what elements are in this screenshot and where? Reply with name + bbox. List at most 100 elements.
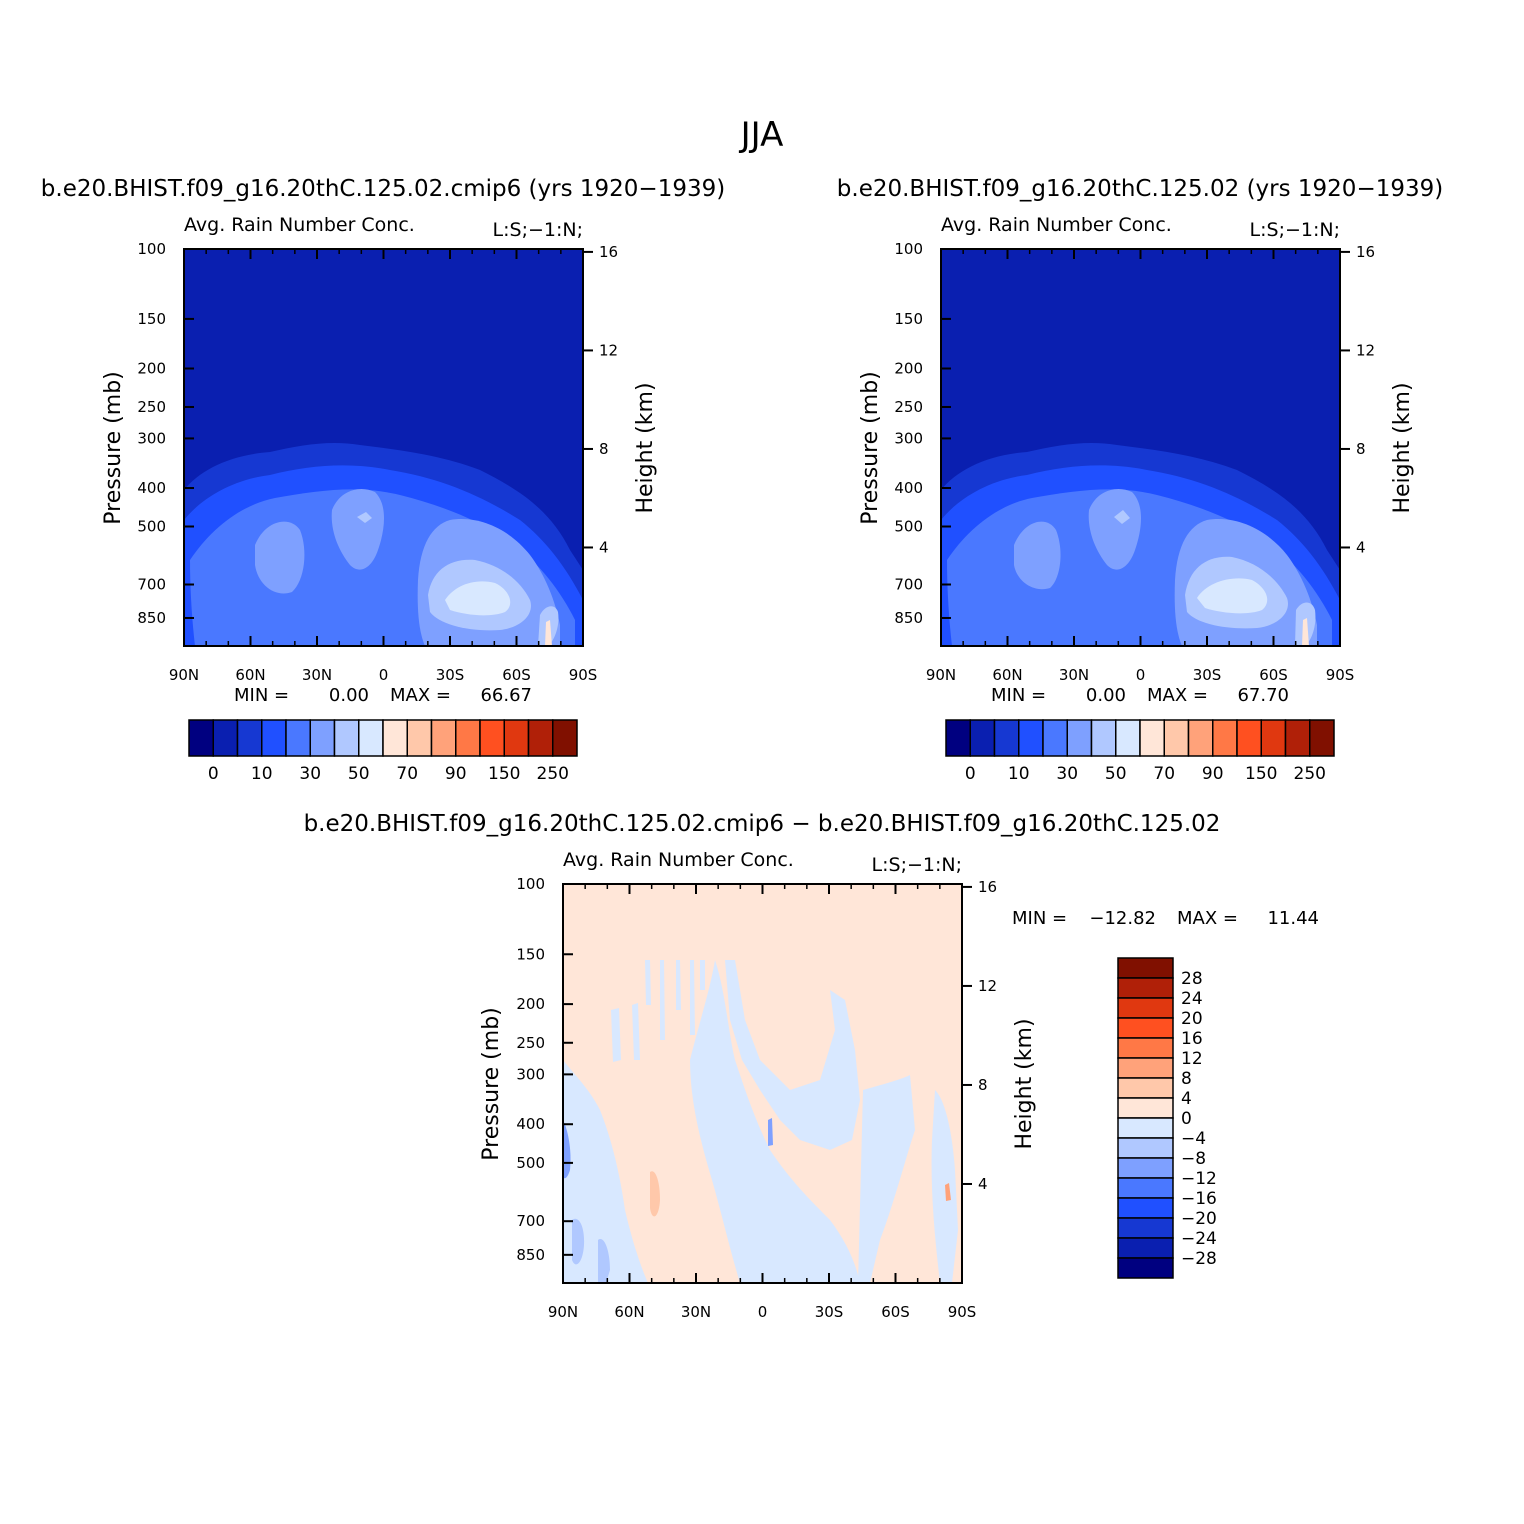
y-tick-label: 850 bbox=[516, 1246, 545, 1264]
colorbar-swatch bbox=[1066, 719, 1093, 757]
panel-right: b.e20.BHIST.f09_g16.20thC.125.02 (yrs 19… bbox=[837, 176, 1443, 784]
x-tick-label: 90S bbox=[1326, 666, 1355, 684]
y-axis-diff: 100 150 200 250 300 400 500 700 850 bbox=[516, 875, 573, 1264]
height-tick-label: 8 bbox=[599, 440, 609, 458]
x-axis-right: 90N 60N 30N 0 30S 60S 90S bbox=[926, 249, 1354, 684]
height-axis-left: 16 12 8 4 bbox=[583, 243, 618, 556]
contour-fill-level-6a bbox=[1114, 510, 1130, 524]
x-tick-label: 60S bbox=[502, 666, 531, 684]
contour-fill-level-6a bbox=[357, 512, 372, 523]
height-tick-label: 4 bbox=[599, 538, 609, 556]
y-tick-label: 300 bbox=[516, 1065, 545, 1083]
colorbar-label: 4 bbox=[1181, 1089, 1192, 1109]
y-tick-label: 850 bbox=[137, 609, 166, 627]
height-tick-label: 16 bbox=[978, 878, 997, 896]
x-tick-label: 60S bbox=[1259, 666, 1288, 684]
contour-fill-level-8 bbox=[1302, 618, 1309, 646]
colorbar-swatch bbox=[236, 719, 263, 757]
left-string-left: Avg. Rain Number Conc. bbox=[184, 214, 415, 236]
x-tick-label: 60N bbox=[235, 666, 265, 684]
y-tick-label: 250 bbox=[894, 398, 923, 416]
y-tick-label: 300 bbox=[137, 429, 166, 447]
colorbar-label: 70 bbox=[1153, 764, 1175, 784]
y-tick-label: 500 bbox=[894, 517, 923, 535]
height-axis-diff: 16 12 8 4 bbox=[962, 878, 997, 1193]
colorbar-swatch bbox=[1117, 1257, 1174, 1279]
contour-fill-neg-4-a bbox=[572, 1218, 610, 1283]
y-tick-label: 100 bbox=[516, 875, 545, 893]
colorbar-swatch bbox=[945, 719, 971, 757]
colorbar-label: 20 bbox=[1181, 1009, 1203, 1029]
height-tick-label: 16 bbox=[1356, 243, 1375, 261]
max-value-left: 66.67 bbox=[480, 685, 532, 706]
colorbar-label: 28 bbox=[1181, 969, 1203, 989]
colorbar-label: −16 bbox=[1181, 1189, 1217, 1209]
contour-fill-level-8 bbox=[545, 620, 552, 646]
colorbar-swatch bbox=[1117, 1037, 1174, 1059]
contour-field-diff bbox=[563, 884, 962, 1283]
min-value-diff: −12.82 bbox=[1089, 908, 1156, 929]
y-tick-label: 850 bbox=[894, 609, 923, 627]
contour-fill-level-7 bbox=[1197, 578, 1268, 614]
colorbar-swatch bbox=[1117, 977, 1174, 999]
y-tick-label: 250 bbox=[516, 1034, 545, 1052]
panel-diff: b.e20.BHIST.f09_g16.20thC.125.02.cmip6 −… bbox=[304, 811, 1319, 1321]
ylabel-diff: Pressure (mb) bbox=[479, 1007, 504, 1161]
min-value-right: 0.00 bbox=[1086, 685, 1126, 706]
max-value-right: 67.70 bbox=[1237, 685, 1289, 706]
y-tick-label: 300 bbox=[894, 429, 923, 447]
colorbar-label: 10 bbox=[251, 764, 273, 784]
y-tick-label: 150 bbox=[516, 945, 545, 963]
contour-fill-neg-far-east bbox=[931, 1090, 958, 1283]
height-tick-label: 12 bbox=[1356, 341, 1375, 359]
y-tick-label: 150 bbox=[137, 310, 166, 328]
contour-fill-neg-east bbox=[858, 1075, 915, 1283]
max-value-diff: 11.44 bbox=[1267, 908, 1319, 929]
max-label-right: MAX = bbox=[1147, 685, 1208, 706]
right-string-right: L:S;−1:N; bbox=[1250, 219, 1340, 241]
contour-fill-neg-west bbox=[563, 1060, 648, 1283]
contour-fill-pos-8-12 bbox=[945, 1183, 951, 1201]
x-axis-left: 90N 60N 30N 0 30S 60S 90S bbox=[169, 249, 597, 684]
contour-fill-level-7 bbox=[445, 581, 511, 616]
colorbar-swatch bbox=[1117, 1197, 1174, 1219]
contour-fill-neg-central bbox=[690, 960, 860, 1283]
x-tick-label: 30S bbox=[815, 1303, 844, 1321]
colorbar-swatch bbox=[1212, 719, 1238, 757]
colorbar-swatch bbox=[333, 719, 360, 757]
colorbar-label: 50 bbox=[348, 764, 370, 784]
colorbar-label: 0 bbox=[1181, 1109, 1192, 1129]
colorbar-right: 0 10 30 50 70 90 150 250 bbox=[945, 719, 1335, 784]
contour-fill-neg-central-b bbox=[725, 960, 860, 1150]
contour-fill-level-5b bbox=[1088, 489, 1141, 570]
colorbar-swatch bbox=[993, 719, 1020, 757]
y-tick-label: 500 bbox=[516, 1154, 545, 1172]
height-tick-label: 16 bbox=[599, 243, 618, 261]
x-tick-label: 30N bbox=[302, 666, 332, 684]
y-axis-left: 100 150 200 250 300 400 500 700 850 bbox=[137, 240, 194, 627]
contour-fill-level-5a bbox=[255, 521, 305, 594]
x-tick-label: 60N bbox=[614, 1303, 644, 1321]
colorbar-label: 30 bbox=[299, 764, 321, 784]
colorbar-swatch bbox=[1117, 1077, 1174, 1099]
colorbar-label: 0 bbox=[965, 764, 976, 784]
colorbar-swatch bbox=[1117, 1217, 1174, 1239]
colorbar-swatch bbox=[1117, 1117, 1174, 1139]
colorbar-swatch bbox=[552, 719, 578, 757]
colorbar-swatch bbox=[1139, 719, 1165, 757]
max-label-left: MAX = bbox=[390, 685, 451, 706]
y-tick-label: 150 bbox=[894, 310, 923, 328]
y-tick-label: 100 bbox=[894, 240, 923, 258]
colorbar-swatch bbox=[285, 719, 311, 757]
height-tick-label: 4 bbox=[978, 1175, 988, 1193]
x-tick-label: 90N bbox=[169, 666, 199, 684]
x-tick-label: 90N bbox=[548, 1303, 578, 1321]
case-title-right: b.e20.BHIST.f09_g16.20thC.125.02 (yrs 19… bbox=[837, 176, 1443, 202]
colorbar-swatch bbox=[1187, 719, 1214, 757]
min-value-left: 0.00 bbox=[329, 685, 369, 706]
height-axis-right: 16 12 8 4 bbox=[1340, 243, 1375, 556]
colorbar-swatch bbox=[1018, 719, 1044, 757]
colorbar-swatch bbox=[1117, 1017, 1174, 1039]
